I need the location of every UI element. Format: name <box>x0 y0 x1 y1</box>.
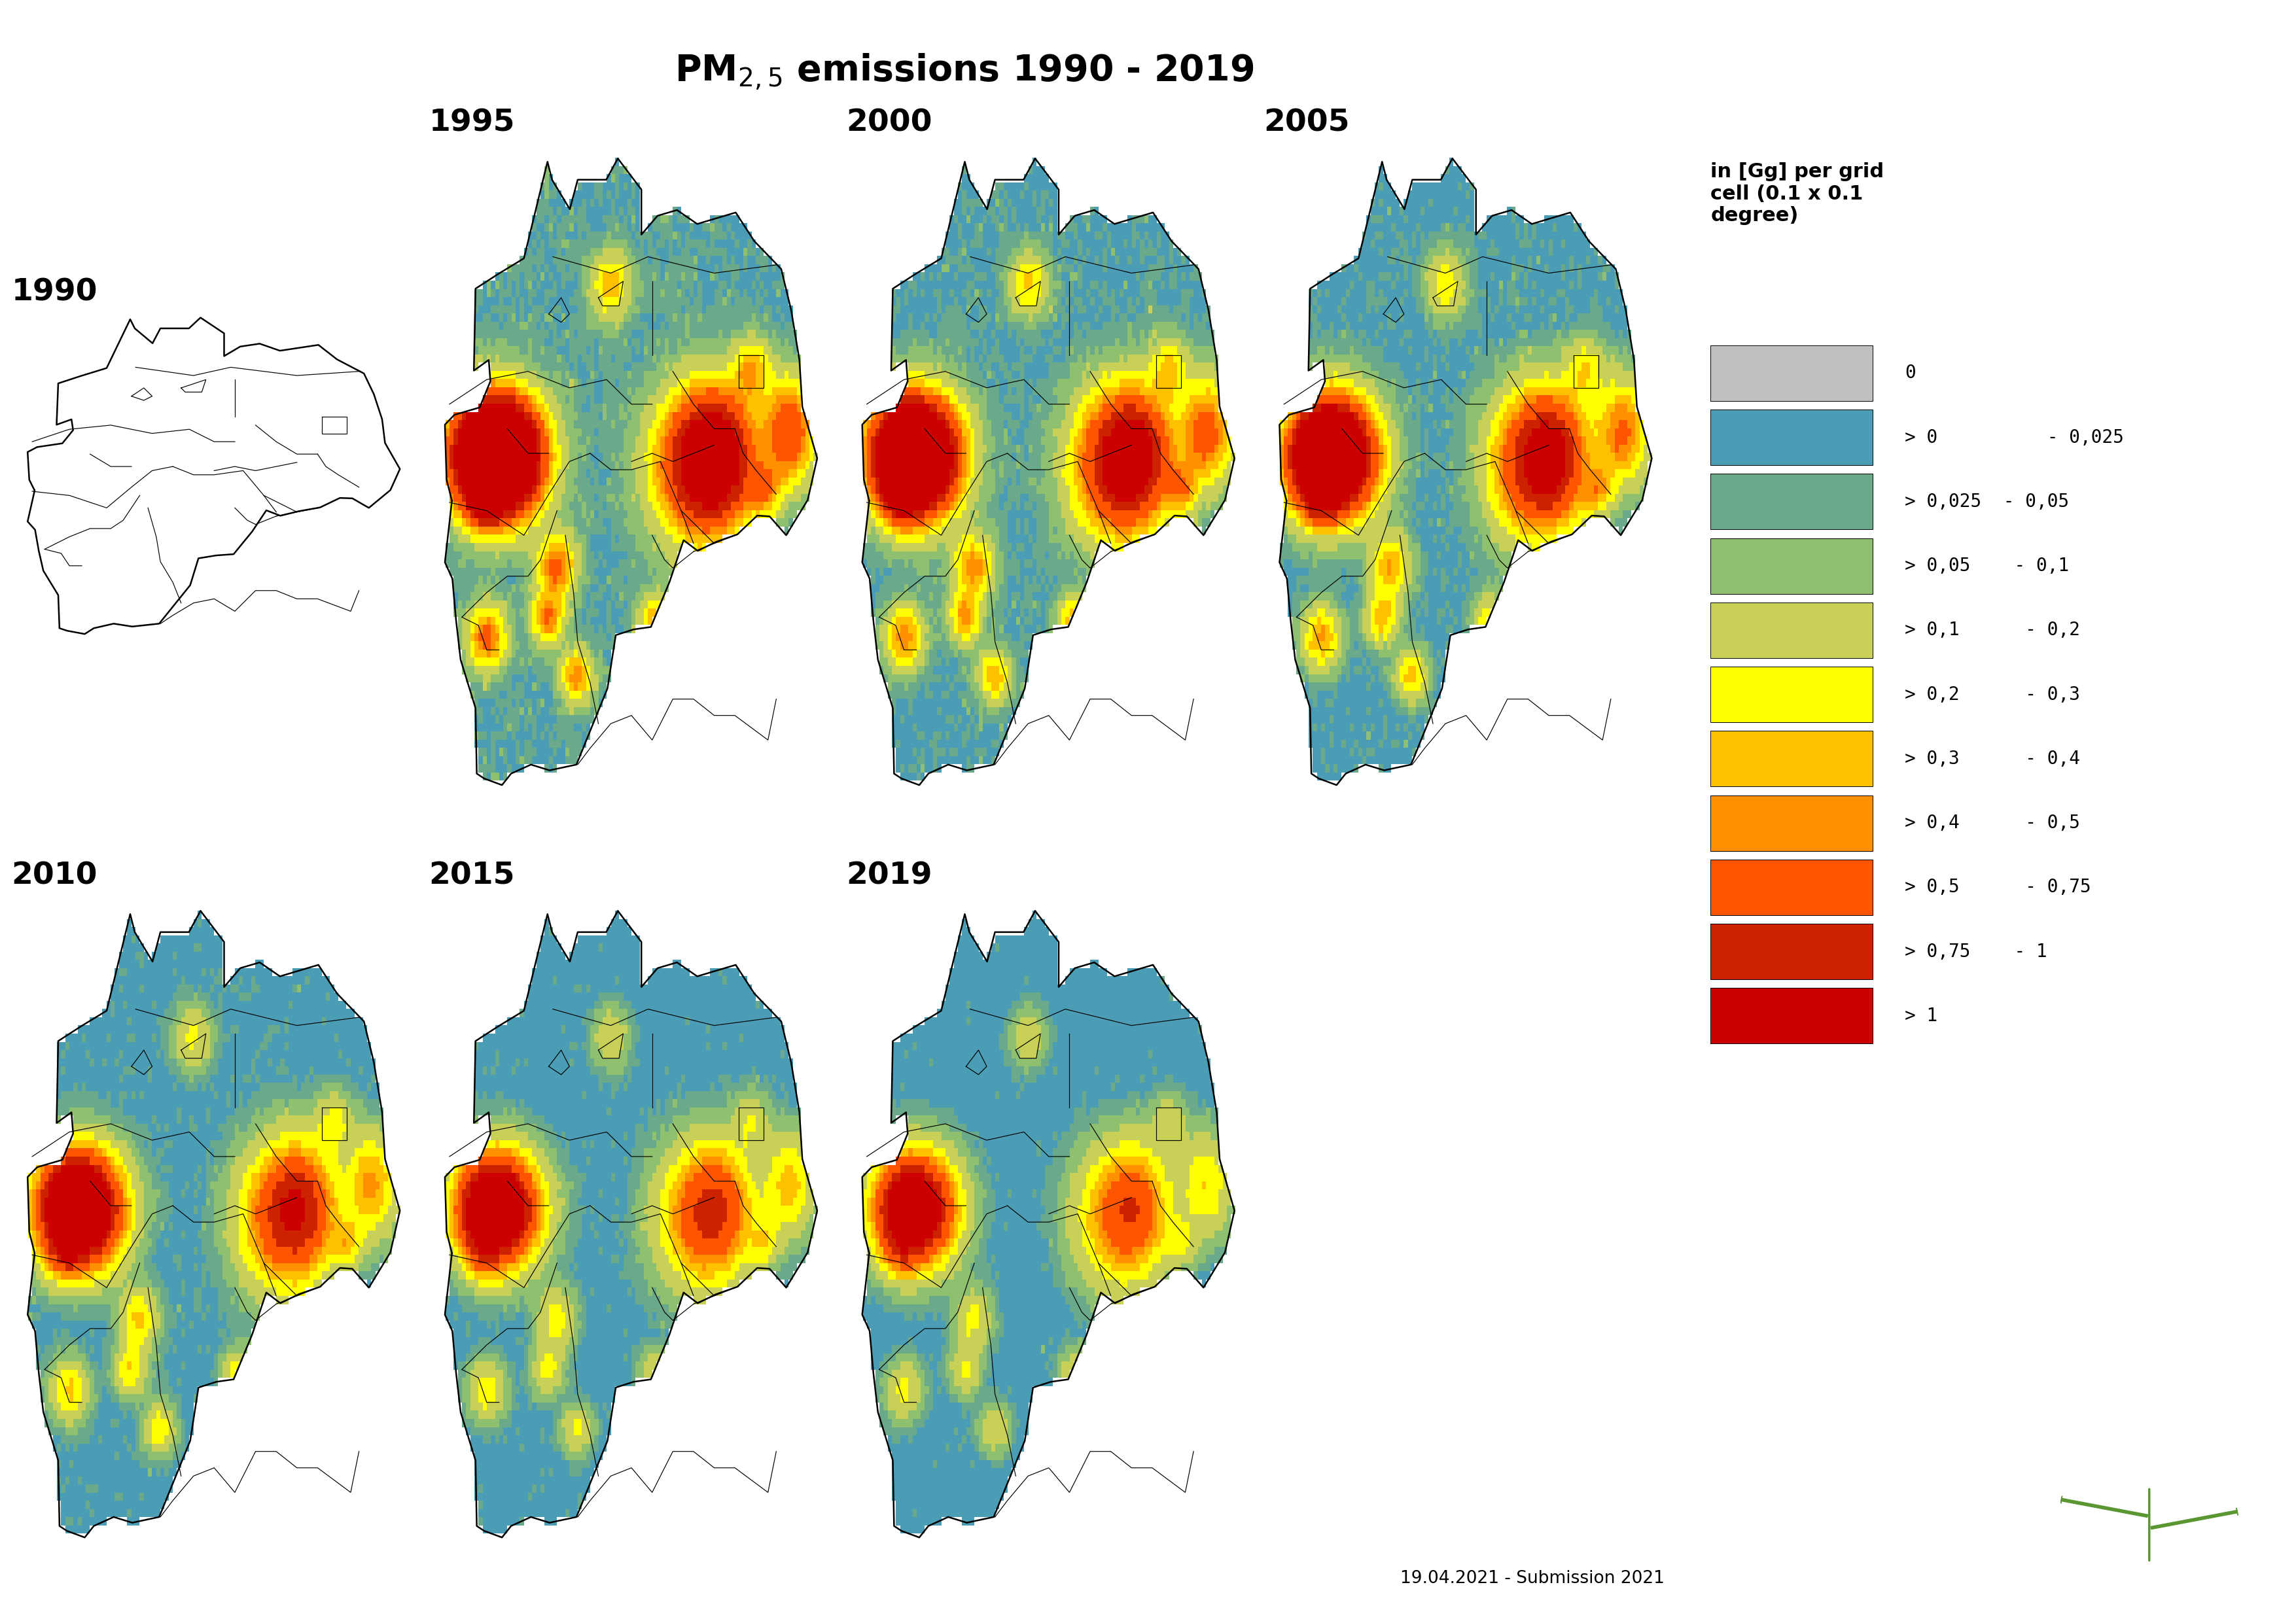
Text: > 0,5      - 0,75: > 0,5 - 0,75 <box>1906 878 2092 896</box>
Text: > 0,75    - 1: > 0,75 - 1 <box>1906 943 2048 961</box>
Text: 1990: 1990 <box>11 278 96 307</box>
Bar <box>1711 602 1874 657</box>
Text: > 1: > 1 <box>1906 1006 1938 1026</box>
Text: > 0,05    - 0,1: > 0,05 - 0,1 <box>1906 557 2069 575</box>
Text: > 0,3      - 0,4: > 0,3 - 0,4 <box>1906 750 2080 768</box>
Bar <box>1711 409 1874 466</box>
Bar <box>1711 667 1874 722</box>
Text: Umwelt
Bundesamt: Umwelt Bundesamt <box>1812 1495 1947 1539</box>
Bar <box>1711 795 1874 850</box>
Text: 2015: 2015 <box>429 860 514 891</box>
Text: PM$_{2,5}$ emissions 1990 - 2019: PM$_{2,5}$ emissions 1990 - 2019 <box>675 52 1254 93</box>
Bar <box>1711 474 1874 529</box>
Bar <box>1711 923 1874 979</box>
Text: 2019: 2019 <box>845 860 932 891</box>
Bar <box>1711 860 1874 915</box>
Bar <box>1711 346 1874 401</box>
Text: > 0,025  - 0,05: > 0,025 - 0,05 <box>1906 492 2069 511</box>
Text: 1995: 1995 <box>429 109 514 138</box>
Text: 2010: 2010 <box>11 860 96 891</box>
Text: 0: 0 <box>1906 364 1915 383</box>
Text: > 0          - 0,025: > 0 - 0,025 <box>1906 428 2124 446</box>
Bar <box>1711 988 1874 1044</box>
Text: > 0,4      - 0,5: > 0,4 - 0,5 <box>1906 813 2080 833</box>
Bar <box>1711 539 1874 594</box>
Text: 2000: 2000 <box>845 109 932 138</box>
FancyArrowPatch shape <box>2062 1496 2147 1518</box>
Text: in [Gg] per grid
cell (0.1 x 0.1
degree): in [Gg] per grid cell (0.1 x 0.1 degree) <box>1711 162 1885 226</box>
Bar <box>1711 730 1874 787</box>
FancyArrowPatch shape <box>2151 1508 2239 1529</box>
Text: 19.04.2021 - Submission 2021: 19.04.2021 - Submission 2021 <box>1401 1571 1665 1587</box>
Text: > 0,1      - 0,2: > 0,1 - 0,2 <box>1906 622 2080 639</box>
Text: > 0,2      - 0,3: > 0,2 - 0,3 <box>1906 685 2080 704</box>
Circle shape <box>1958 1467 2296 1582</box>
Text: 2005: 2005 <box>1263 109 1350 138</box>
